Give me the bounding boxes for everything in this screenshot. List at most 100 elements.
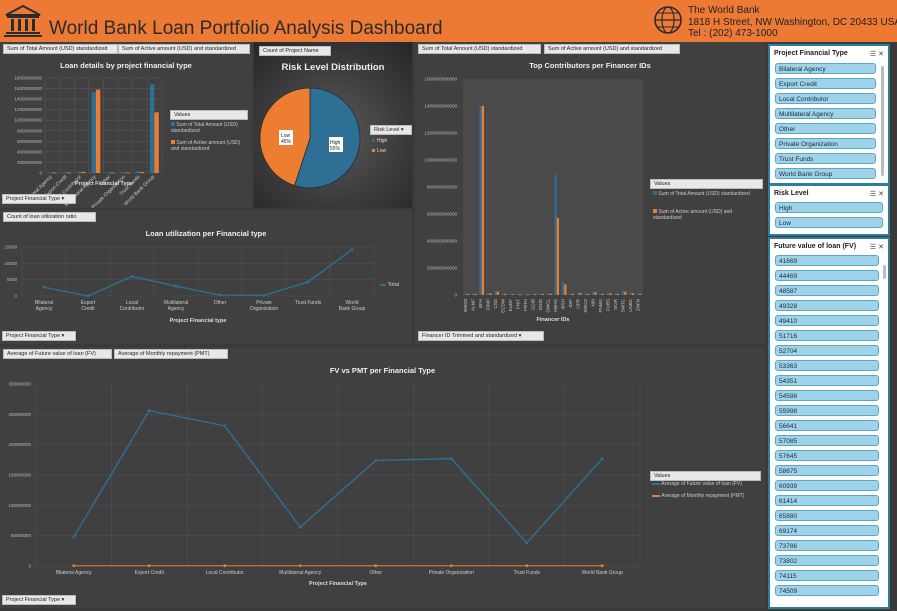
data-point — [374, 459, 378, 462]
slicer-scrollbar[interactable] — [883, 265, 886, 279]
slicer-item[interactable]: 54351 — [775, 375, 879, 386]
bar — [481, 106, 484, 295]
chart-title: FV vs PMT per Financial Type — [329, 366, 436, 375]
slicer-item[interactable]: 49410 — [775, 315, 879, 326]
slicer-scrollbar[interactable] — [881, 66, 884, 176]
slicer-item[interactable]: 55998 — [775, 405, 879, 416]
data-point — [600, 457, 604, 461]
x-tick-label: Local — [126, 300, 138, 306]
filter-project-financial-type[interactable]: Project Financial Type — [2, 331, 76, 341]
bar — [519, 294, 522, 296]
pivot-field-average-fv[interactable]: Average of Future value of loan (FV) — [3, 349, 112, 359]
slicer-item[interactable]: 74509 — [775, 585, 879, 596]
slicer-item[interactable]: 74115 — [775, 570, 879, 581]
bar — [601, 293, 604, 295]
x-tick-label: KMCO — [583, 299, 588, 313]
x-tick-label: SIGR — [613, 298, 618, 310]
slicer-item[interactable]: Trust Funds — [775, 153, 876, 164]
legend-item-total-amount: Sum of Total Amount (USD) standardized — [653, 191, 763, 197]
data-point — [374, 564, 378, 568]
y-tick-label: 100000000 — [8, 503, 31, 508]
slicer-item[interactable]: 52704 — [775, 345, 879, 356]
pivot-field-average-pmt[interactable]: Average of Monthly repayment (PMT) — [114, 349, 228, 359]
legend-marker — [372, 139, 375, 142]
chart-risk-distribution-panel: Count of Project Name Risk Level Distrib… — [254, 42, 412, 208]
slicer-item[interactable]: 57645 — [775, 450, 879, 461]
x-tick-label: Agency — [36, 306, 53, 312]
slicer-item[interactable]: 48587 — [775, 285, 879, 296]
slicer-item[interactable]: Local Contributor — [775, 93, 876, 104]
x-tick-label: GWCL — [545, 299, 550, 313]
multi-select-clear-filter-icons[interactable]: ☰ ✕ — [869, 51, 884, 58]
x-tick-label: CSD — [493, 298, 498, 308]
x-tick-label: CIMP — [485, 299, 490, 310]
data-point — [262, 293, 266, 297]
slicer-item[interactable]: Private Organization — [775, 138, 876, 149]
slicer-item[interactable]: 60939 — [775, 480, 879, 491]
bar — [577, 292, 580, 295]
pivot-field-active-amount[interactable]: Sum of Active amount (USD) and standardi… — [544, 44, 680, 54]
bar — [609, 293, 612, 295]
slicer-item[interactable]: Other — [775, 123, 876, 134]
multi-select-clear-filter-icons[interactable]: ☰ ✕ — [869, 244, 884, 251]
slicer-item[interactable]: 57085 — [775, 435, 879, 446]
pivot-field-total-amount[interactable]: Sum of Total Amount (USD) standardized — [3, 44, 118, 54]
slicer-item[interactable]: High — [775, 202, 883, 213]
y-tick-label: 150000000 — [8, 473, 31, 478]
legend-title-risk-level[interactable]: Risk Level — [370, 125, 412, 135]
data-point — [174, 284, 178, 288]
slicer-item[interactable]: 44469 — [775, 270, 879, 281]
slicer-item[interactable]: 56641 — [775, 420, 879, 431]
slicer-item[interactable]: 53363 — [775, 360, 879, 371]
x-tick-label: PNMG — [598, 299, 603, 313]
slicer-item[interactable]: 73802 — [775, 555, 879, 566]
legend-title: Values — [170, 110, 248, 120]
bar — [91, 92, 96, 173]
bar — [517, 294, 520, 296]
x-tick-label: Multilateral Agency — [279, 570, 321, 576]
multi-select-clear-filter-icons[interactable]: ☰ ✕ — [869, 191, 884, 198]
bar — [496, 291, 499, 295]
dashboard-title: World Bank Loan Portfolio Analysis Dashb… — [49, 18, 443, 39]
data-point — [223, 564, 227, 568]
bar — [487, 292, 490, 295]
slicer-item[interactable]: 73786 — [775, 540, 879, 551]
bar — [106, 172, 111, 174]
slicer-item[interactable]: 54598 — [775, 390, 879, 401]
x-tick-label: ECDW — [500, 298, 505, 313]
pivot-field-project-count[interactable]: Count of Project Name — [259, 46, 331, 56]
slicer-item[interactable]: 41669 — [775, 255, 879, 266]
data-point — [449, 457, 453, 461]
slicer-item[interactable]: 65880 — [775, 510, 879, 521]
slicer-item[interactable]: 51716 — [775, 330, 879, 341]
filter-project-financial-type[interactable]: Project Financial Type — [2, 194, 76, 204]
filter-project-financial-type[interactable]: Project Financial Type — [2, 595, 76, 605]
org-name: The World Bank — [688, 5, 760, 16]
legend-label: Sum of Active amount (USD) and standardi… — [653, 209, 733, 221]
bar — [120, 172, 126, 174]
x-tick-label: Contributor — [120, 306, 145, 312]
x-tick-label: BFH — [478, 299, 483, 308]
slicer-item[interactable]: Export Credit — [775, 78, 876, 89]
slicer-item[interactable]: 69174 — [775, 525, 879, 536]
slicer-item[interactable]: 49328 — [775, 300, 879, 311]
legend-label: Average of Monthly repayment (PMT) — [661, 493, 745, 499]
chart-fv-vs-pmt: 300000000 250000000 200000000 150000000 1000… — [8, 382, 641, 587]
slicer-item[interactable]: 61414 — [775, 495, 879, 506]
slicer-item[interactable]: Bilateral Agency — [775, 63, 876, 74]
x-tick-label: FNIT — [515, 299, 520, 309]
y-tick-label: 800000000000 — [427, 185, 458, 190]
slicer-item[interactable]: World Bank Group — [775, 168, 876, 179]
legend-label: Total — [387, 282, 400, 288]
slicer-item[interactable]: Low — [775, 217, 883, 228]
x-axis-label: Project Financial Type — [309, 581, 367, 587]
y-tick-label: 1200000000000 — [424, 131, 457, 136]
slicer-item[interactable]: Multilateral Agency — [775, 108, 876, 119]
slicer-item[interactable]: 58675 — [775, 465, 879, 476]
pivot-field-total-amount[interactable]: Sum of Total Amount (USD) standardized — [418, 44, 541, 54]
pivot-field-utilization-count[interactable]: Count of loan utilization ratio — [3, 212, 96, 222]
y-tick-label: 0 — [14, 294, 17, 299]
filter-financer-id[interactable]: Financer ID Trimmed and standardized — [418, 331, 544, 341]
pivot-field-active-amount[interactable]: Sum of Active amount (USD) and standardi… — [118, 44, 250, 54]
bar — [562, 281, 565, 295]
